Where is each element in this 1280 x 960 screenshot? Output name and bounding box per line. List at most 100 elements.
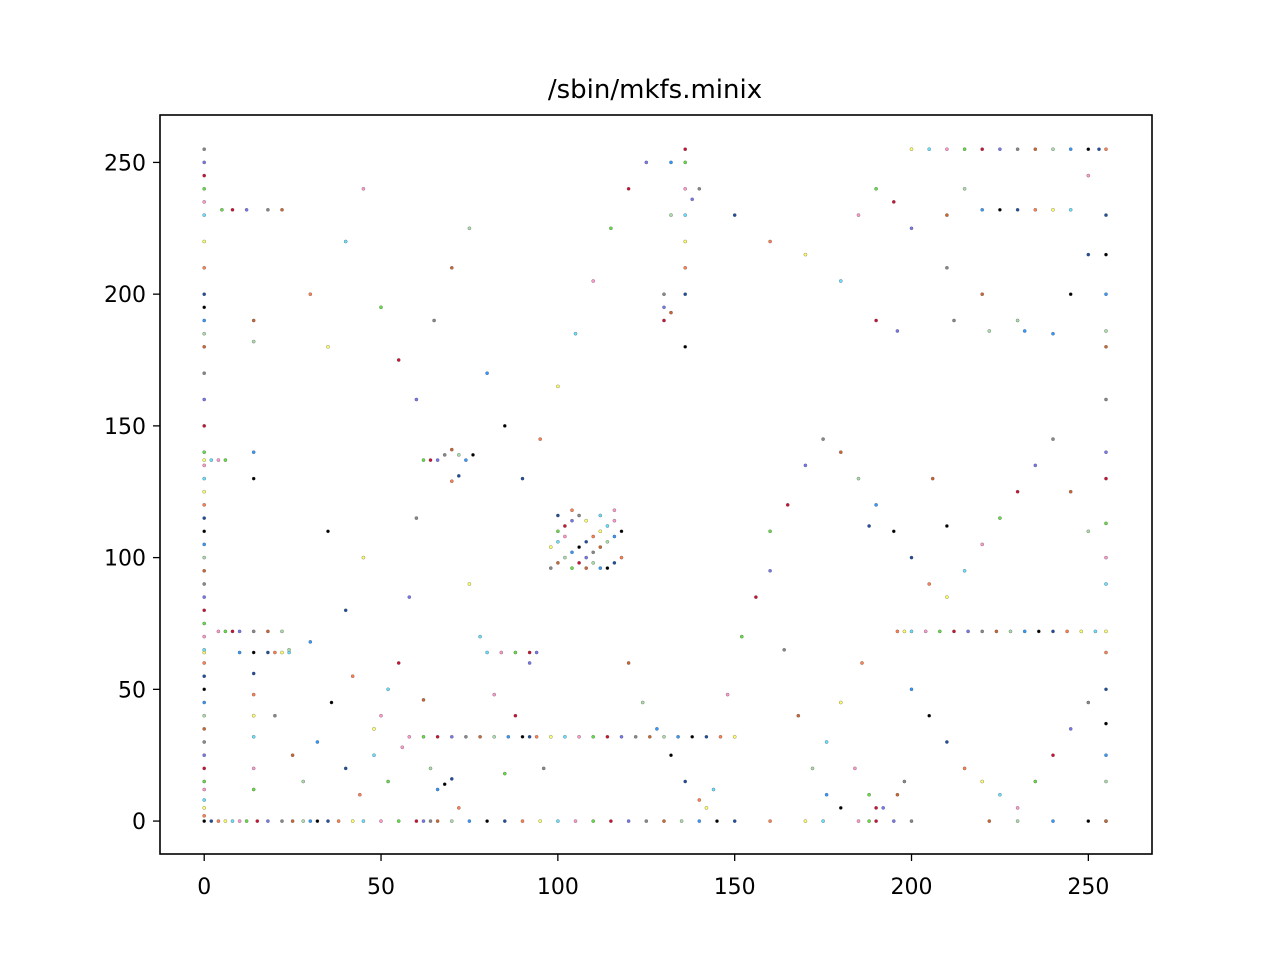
data-point [1104, 345, 1108, 349]
data-point [1051, 437, 1055, 441]
data-point [1015, 208, 1020, 212]
data-point [202, 819, 206, 823]
data-point [626, 187, 631, 191]
data-point [538, 437, 542, 441]
data-point [372, 753, 376, 757]
data-point [202, 187, 206, 191]
data-point [202, 371, 206, 375]
data-point [244, 819, 249, 823]
data-point [467, 819, 472, 823]
data-point [1015, 147, 1020, 151]
data-point [1104, 819, 1108, 823]
data-point [810, 766, 815, 771]
data-point [945, 147, 949, 151]
data-point [909, 819, 914, 823]
data-point [679, 819, 684, 823]
data-point [244, 208, 249, 212]
data-point [697, 187, 702, 191]
data-point [768, 819, 772, 823]
data-point [683, 187, 687, 191]
data-point [428, 458, 433, 462]
data-point [202, 787, 206, 792]
data-point [577, 735, 581, 739]
data-point [202, 516, 206, 520]
data-point [280, 650, 284, 655]
data-point [428, 819, 433, 823]
data-point [361, 555, 366, 560]
x-tick-label: 100 [537, 875, 579, 900]
data-point [216, 458, 221, 462]
data-point [202, 345, 206, 349]
data-point [612, 561, 617, 565]
data-point [223, 819, 228, 823]
data-point [308, 292, 313, 296]
data-point [1104, 650, 1108, 655]
data-point [202, 239, 206, 244]
data-point [251, 629, 256, 634]
data-point [202, 634, 206, 639]
data-point [690, 735, 694, 739]
data-point [202, 200, 206, 204]
data-point [414, 397, 419, 402]
data-point [591, 534, 595, 539]
data-point [251, 450, 256, 454]
data-point [1104, 147, 1108, 151]
data-point [230, 819, 235, 823]
data-point [927, 713, 931, 718]
x-tick-label: 0 [197, 875, 211, 900]
data-point [570, 518, 574, 523]
data-point [980, 629, 984, 634]
data-point [824, 740, 829, 744]
data-point [421, 735, 426, 739]
data-point [796, 713, 801, 718]
data-point [520, 735, 525, 739]
data-point [421, 458, 426, 462]
data-point [421, 819, 426, 823]
data-point [202, 661, 206, 665]
data-point [633, 735, 638, 739]
data-point [1079, 629, 1084, 634]
data-point [711, 787, 716, 792]
data-point [202, 213, 206, 217]
data-point [478, 735, 482, 739]
data-point [464, 458, 468, 462]
data-point [506, 735, 511, 739]
data-point [927, 582, 931, 586]
data-point [867, 792, 871, 797]
data-point [573, 331, 578, 336]
data-point [485, 371, 489, 375]
data-point [892, 200, 896, 204]
data-point [336, 819, 341, 823]
data-point [648, 735, 652, 739]
data-point [379, 713, 383, 718]
data-point [644, 160, 649, 165]
data-point [237, 650, 242, 655]
data-point [980, 292, 984, 296]
data-point [683, 779, 687, 784]
data-point [435, 819, 440, 823]
data-point [938, 629, 942, 634]
data-point [923, 629, 928, 634]
data-point [803, 819, 808, 823]
x-tick-label: 150 [714, 875, 756, 900]
data-point [1068, 489, 1073, 494]
data-point [457, 806, 461, 810]
data-point [909, 147, 914, 151]
data-point [478, 634, 482, 639]
data-point [725, 692, 730, 697]
data-point [541, 766, 546, 771]
data-point [605, 566, 610, 570]
data-point [202, 779, 206, 784]
data-point [230, 629, 235, 634]
data-point [987, 819, 992, 823]
data-point [251, 692, 256, 697]
data-point [379, 819, 383, 823]
data-point [442, 782, 447, 786]
data-point [605, 540, 610, 544]
data-point [421, 698, 426, 702]
data-point [450, 777, 454, 781]
data-point [467, 582, 472, 586]
data-point [513, 650, 518, 655]
data-point [223, 629, 228, 634]
